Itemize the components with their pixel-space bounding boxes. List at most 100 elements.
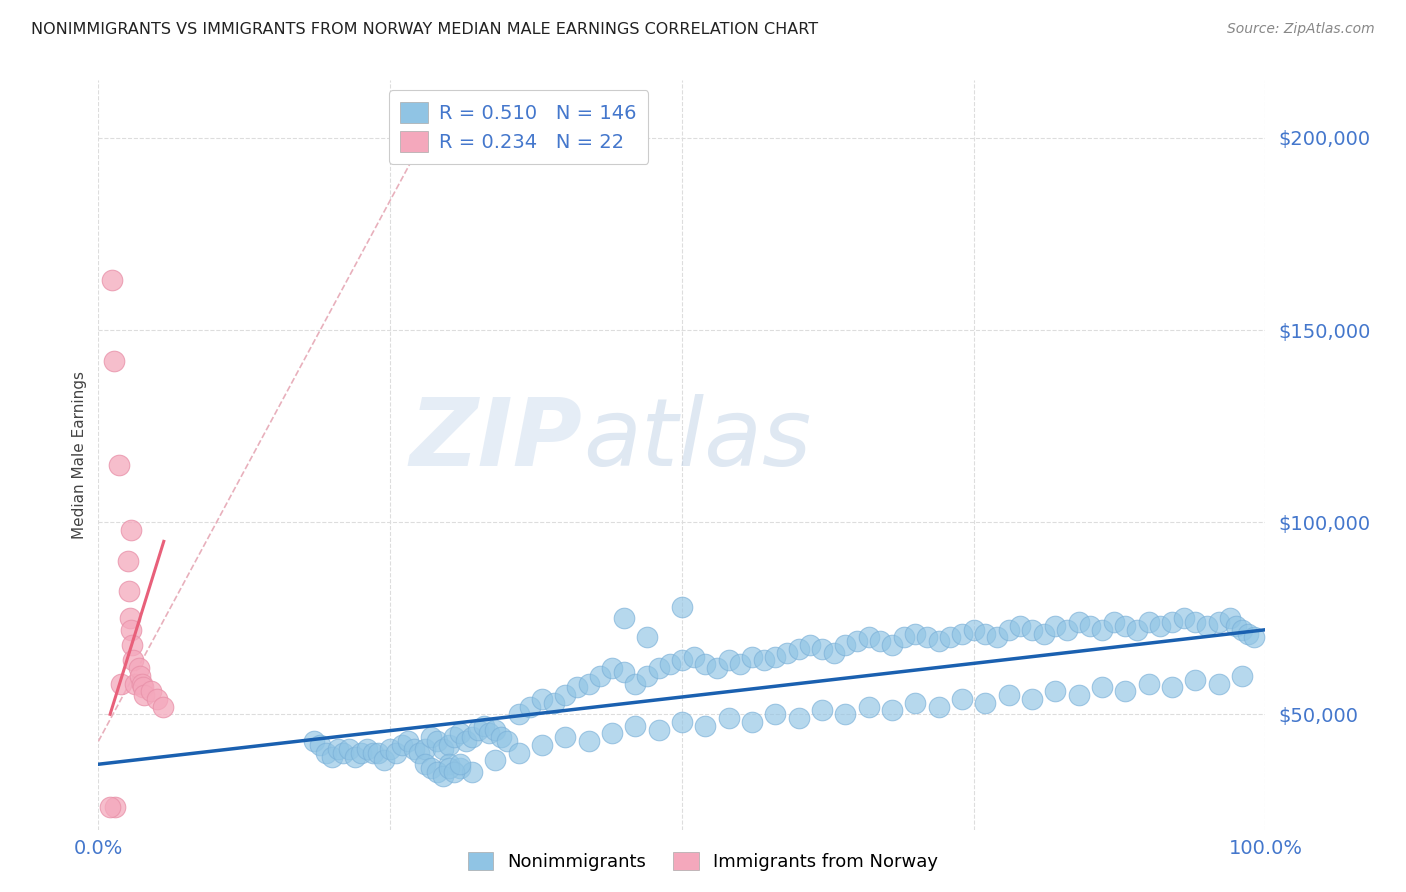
Point: [98, 799, 121, 814]
Point: [858, 631, 880, 645]
Point: [437, 757, 460, 772]
Point: [671, 714, 693, 729]
Point: [1208, 676, 1230, 690]
Point: [1056, 623, 1078, 637]
Point: [554, 731, 576, 745]
Point: [543, 696, 565, 710]
Point: [373, 753, 395, 767]
Point: [647, 723, 669, 737]
Point: [461, 731, 484, 745]
Point: [413, 742, 436, 756]
Point: [880, 638, 903, 652]
Point: [554, 688, 576, 702]
Point: [132, 688, 155, 702]
Point: [152, 699, 174, 714]
Point: [380, 742, 402, 756]
Point: [309, 738, 332, 752]
Point: [356, 742, 378, 756]
Point: [717, 653, 740, 667]
Point: [496, 734, 519, 748]
Point: [787, 642, 810, 657]
Point: [131, 676, 153, 690]
Point: [741, 649, 763, 664]
Point: [600, 726, 623, 740]
Point: [1195, 619, 1218, 633]
Text: Source: ZipAtlas.com: Source: ZipAtlas.com: [1227, 22, 1375, 37]
Point: [367, 746, 389, 760]
Point: [110, 676, 132, 690]
Point: [118, 584, 141, 599]
Point: [1225, 619, 1247, 633]
Point: [461, 764, 484, 779]
Point: [904, 626, 927, 640]
Point: [811, 642, 834, 657]
Point: [1010, 619, 1032, 633]
Point: [413, 757, 436, 772]
Point: [530, 692, 553, 706]
Point: [117, 553, 139, 567]
Point: [928, 634, 950, 648]
Point: [530, 738, 553, 752]
Point: [823, 646, 845, 660]
Point: [647, 661, 669, 675]
Point: [420, 761, 443, 775]
Point: [1137, 615, 1160, 629]
Point: [613, 665, 636, 679]
Point: [776, 646, 799, 660]
Point: [1208, 615, 1230, 629]
Point: [484, 723, 506, 737]
Point: [706, 661, 728, 675]
Point: [344, 749, 367, 764]
Point: [741, 714, 763, 729]
Point: [624, 719, 647, 733]
Point: [449, 761, 471, 775]
Point: [478, 726, 501, 740]
Point: [361, 746, 384, 760]
Point: [101, 273, 124, 287]
Point: [1102, 615, 1125, 629]
Point: [986, 631, 1008, 645]
Point: [449, 757, 471, 772]
Point: [997, 688, 1019, 702]
Point: [915, 631, 938, 645]
Point: [146, 692, 169, 706]
Point: [1149, 619, 1171, 633]
Point: [1173, 611, 1195, 625]
Point: [869, 634, 891, 648]
Point: [304, 734, 326, 748]
Point: [962, 623, 984, 637]
Point: [1091, 623, 1114, 637]
Point: [578, 676, 600, 690]
Point: [811, 703, 834, 717]
Point: [1243, 631, 1265, 645]
Point: [420, 731, 443, 745]
Point: [904, 696, 927, 710]
Point: [1184, 615, 1206, 629]
Point: [1091, 681, 1114, 695]
Point: [124, 676, 146, 690]
Point: [671, 599, 693, 614]
Point: [472, 719, 495, 733]
Y-axis label: Median Male Earnings: Median Male Earnings: [72, 371, 87, 539]
Point: [787, 711, 810, 725]
Point: [880, 703, 903, 717]
Point: [103, 353, 125, 368]
Point: [454, 734, 477, 748]
Point: [432, 769, 454, 783]
Point: [846, 634, 869, 648]
Point: [1161, 681, 1184, 695]
Point: [139, 684, 162, 698]
Legend: Nonimmigrants, Immigrants from Norway: Nonimmigrants, Immigrants from Norway: [461, 845, 945, 879]
Point: [332, 746, 354, 760]
Point: [519, 699, 541, 714]
Point: [682, 649, 704, 664]
Point: [636, 631, 658, 645]
Point: [730, 657, 752, 672]
Point: [120, 623, 142, 637]
Point: [118, 611, 141, 625]
Text: ZIP: ZIP: [409, 394, 582, 486]
Legend: R = 0.510   N = 146, R = 0.234   N = 22: R = 0.510 N = 146, R = 0.234 N = 22: [388, 90, 648, 163]
Text: atlas: atlas: [582, 394, 811, 485]
Point: [671, 653, 693, 667]
Point: [449, 726, 471, 740]
